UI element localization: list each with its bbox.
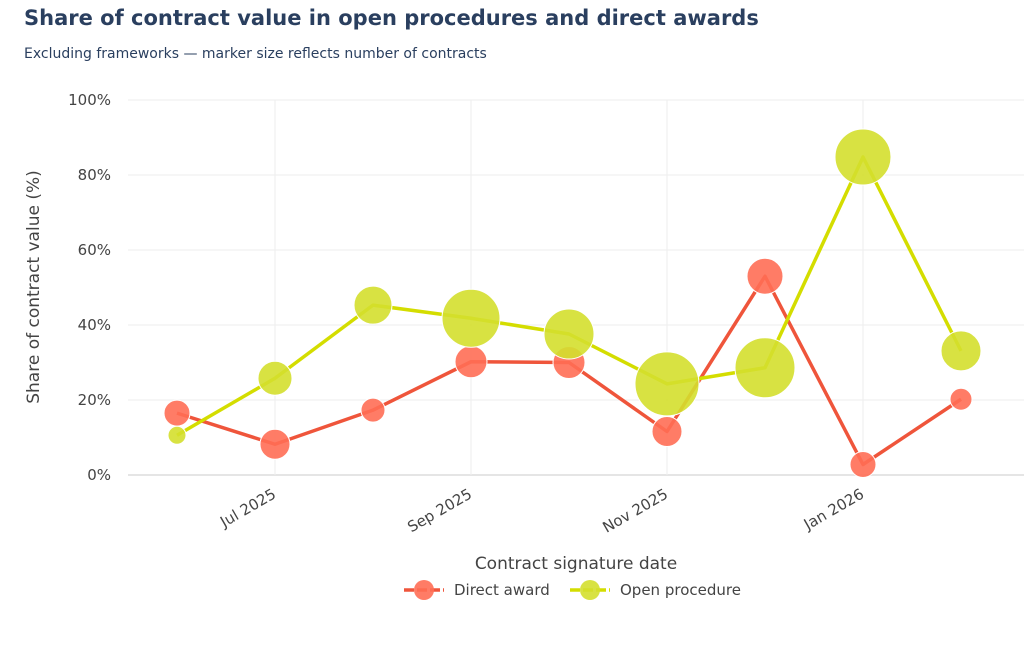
y-tick-label: 60% — [78, 241, 111, 259]
data-point[interactable] — [163, 399, 191, 427]
y-axis: 0% 20% 40% 60% 80% 100% — [68, 91, 111, 484]
legend-marker-swatch — [580, 580, 600, 600]
legend-label: Direct award — [454, 581, 550, 599]
data-point[interactable] — [257, 360, 293, 396]
x-axis-title: Contract signature date — [475, 554, 677, 574]
legend-item[interactable]: Open procedure — [570, 580, 741, 600]
y-tick-label: 40% — [78, 316, 111, 334]
data-point[interactable] — [746, 257, 784, 295]
legend-item[interactable]: Direct award — [404, 580, 550, 600]
data-point[interactable] — [949, 387, 973, 411]
data-point[interactable] — [940, 330, 982, 372]
legend: Direct award Open procedure — [404, 580, 741, 600]
series-line — [176, 155, 963, 437]
data-point[interactable] — [543, 308, 595, 360]
legend-label: Open procedure — [620, 581, 741, 599]
data-point[interactable] — [441, 288, 501, 348]
y-axis-title: Share of contract value (%) — [24, 170, 44, 404]
x-tick-label: Nov 2025 — [599, 485, 671, 537]
series-open-procedure — [167, 128, 982, 445]
series-direct-award — [163, 257, 973, 478]
chart-title: Share of contract value in open procedur… — [24, 6, 759, 30]
chart-subtitle: Excluding frameworks — marker size refle… — [24, 46, 487, 62]
data-point[interactable] — [360, 397, 386, 423]
x-tick-label: Sep 2025 — [404, 485, 475, 536]
x-axis: Jul 2025 Sep 2025 Nov 2025 Jan 2026 — [216, 485, 867, 537]
data-point[interactable] — [634, 351, 700, 417]
data-point[interactable] — [651, 416, 683, 447]
data-point[interactable] — [167, 425, 187, 445]
data-point[interactable] — [849, 451, 877, 478]
y-tick-label: 0% — [87, 466, 111, 484]
legend-marker-swatch — [414, 580, 434, 600]
x-tick-label: Jul 2025 — [216, 485, 279, 532]
data-point[interactable] — [734, 337, 796, 399]
data-point[interactable] — [259, 428, 291, 460]
y-tick-label: 100% — [68, 91, 111, 109]
data-point[interactable] — [834, 128, 892, 186]
data-point[interactable] — [454, 345, 488, 379]
y-tick-label: 80% — [78, 166, 111, 184]
series-markers — [163, 128, 982, 478]
data-point[interactable] — [353, 285, 393, 325]
y-tick-label: 20% — [78, 391, 111, 409]
x-tick-label: Jan 2026 — [800, 485, 867, 534]
